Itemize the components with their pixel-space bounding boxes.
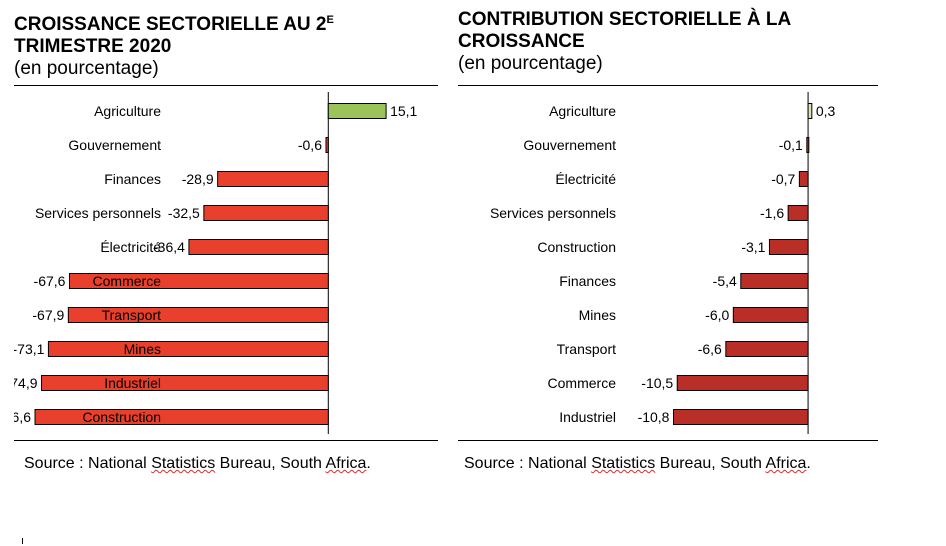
category-label-industriel: Industriel <box>559 409 616 425</box>
growth-chart-subtitle: (en pourcentage) <box>14 58 159 79</box>
bar-construction <box>768 239 809 255</box>
value-label-commerce: -67,6 <box>34 273 66 289</box>
value-label-agriculture: 0,3 <box>816 103 836 119</box>
bar-gouvernement <box>806 137 810 153</box>
contribution-chart-subtitle: (en pourcentage) <box>458 53 603 74</box>
value-label-finances: -5,4 <box>713 273 737 289</box>
category-label-commerce: Commerce <box>93 273 162 289</box>
category-label-transport: Transport <box>557 341 617 357</box>
source-suffix: . <box>806 455 811 472</box>
category-label-gouvernement: Gouvernement <box>523 137 616 153</box>
contribution-panel: CONTRIBUTION SECTORIELLE À LA CROISSANCE… <box>458 0 878 472</box>
category-label-commerce: Commerce <box>548 375 617 391</box>
value-label-electricite: -0,7 <box>771 171 795 187</box>
value-label-services-personnels: -32,5 <box>168 205 200 221</box>
category-label-gouvernement: Gouvernement <box>68 137 161 153</box>
value-label-gouvernement: -0,6 <box>298 137 322 153</box>
value-label-mines: -73,1 <box>14 341 45 357</box>
growth-chart-title: CROISSANCE SECTORIELLE AU 2E TRIMESTRE 2… <box>14 9 438 58</box>
category-label-mines: Mines <box>124 341 161 357</box>
source-middle: Bureau, South <box>215 455 326 472</box>
bar-commerce <box>676 375 809 391</box>
bar-gouvernement <box>325 137 329 153</box>
growth-bar-chart: 15,1 Agriculture -0,6 Gouvernement -28,9 Fina… <box>14 92 418 434</box>
bar-electricite <box>188 239 329 255</box>
value-label-gouvernement: -0,1 <box>779 137 803 153</box>
bar-electricite <box>798 171 809 187</box>
value-label-construction: -76,6 <box>14 409 31 425</box>
value-label-transport: -67,9 <box>32 307 64 323</box>
category-label-construction: Construction <box>537 239 616 255</box>
value-label-construction: -3,1 <box>741 239 765 255</box>
bar-industriel <box>41 375 329 391</box>
bar-agriculture <box>327 103 387 119</box>
source-word-statistics: Statistics <box>151 455 216 472</box>
source-prefix: Source : National <box>464 455 592 472</box>
bar-commerce <box>68 273 329 289</box>
contribution-title-line-1: CONTRIBUTION SECTORIELLE À LA <box>458 9 792 30</box>
category-label-electricite: Électricité <box>555 171 616 187</box>
bar-mines <box>47 341 329 357</box>
growth-panel: CROISSANCE SECTORIELLE AU 2E TRIMESTRE 2… <box>14 0 438 472</box>
source-prefix: Source : National <box>24 455 152 472</box>
value-label-electricite: -36,4 <box>153 239 185 255</box>
contribution-bottom-rule <box>458 440 878 441</box>
category-label-finances: Finances <box>104 171 161 187</box>
category-label-services-personnels: Services personnels <box>35 205 161 221</box>
source-word-statistics: Statistics <box>591 455 656 472</box>
growth-bottom-rule <box>14 440 438 441</box>
category-label-electricite: Électricité <box>100 239 161 255</box>
growth-title-part-2: TRIMESTRE 2020 <box>14 36 172 57</box>
value-label-services-personnels: -1,6 <box>760 205 784 221</box>
value-label-industriel: -74,9 <box>14 375 38 391</box>
growth-source-note: Source : National Statistics Bureau, Sou… <box>24 455 371 473</box>
category-label-services-personnels: Services personnels <box>490 205 616 221</box>
category-label-mines: Mines <box>579 307 616 323</box>
bar-construction <box>34 409 329 425</box>
category-label-construction: Construction <box>82 409 161 425</box>
growth-top-rule <box>14 85 438 86</box>
value-label-transport: -6,6 <box>698 341 722 357</box>
value-label-commerce: -10,5 <box>641 375 673 391</box>
growth-title-part-1: CROISSANCE SECTORIELLE AU 2 <box>14 14 327 35</box>
contribution-top-rule <box>458 85 878 86</box>
bar-mines <box>732 307 809 323</box>
category-label-agriculture: Agriculture <box>549 103 616 119</box>
source-suffix: . <box>366 455 371 472</box>
bar-transport <box>67 307 329 323</box>
value-label-mines: -6,0 <box>705 307 729 323</box>
value-label-finances: -28,9 <box>182 171 214 187</box>
bar-transport <box>725 341 809 357</box>
value-label-agriculture: 15,1 <box>390 103 417 119</box>
category-label-finances: Finances <box>559 273 616 289</box>
bar-finances <box>740 273 809 289</box>
contribution-bar-chart: 0,3 Agriculture -0,1 Gouvernement -0,7 Électr… <box>490 92 836 434</box>
contribution-source-note: Source : National Statistics Bureau, Sou… <box>464 455 811 473</box>
contribution-chart-title: CONTRIBUTION SECTORIELLE À LA CROISSANCE <box>458 9 878 53</box>
bar-services-personnels <box>203 205 329 221</box>
source-middle: Bureau, South <box>655 455 766 472</box>
bar-services-personnels <box>787 205 809 221</box>
stray-mark <box>22 538 23 544</box>
bar-finances <box>217 171 329 187</box>
bar-agriculture <box>807 103 813 119</box>
growth-title-superscript: E <box>326 14 334 26</box>
source-word-africa: Africa <box>325 455 367 472</box>
category-label-agriculture: Agriculture <box>94 103 161 119</box>
bar-industriel <box>672 409 809 425</box>
contribution-title-line-2: CROISSANCE <box>458 31 585 52</box>
category-label-transport: Transport <box>102 307 162 323</box>
value-label-industriel: -10,8 <box>638 409 670 425</box>
source-word-africa: Africa <box>765 455 807 472</box>
category-label-industriel: Industriel <box>104 375 161 391</box>
